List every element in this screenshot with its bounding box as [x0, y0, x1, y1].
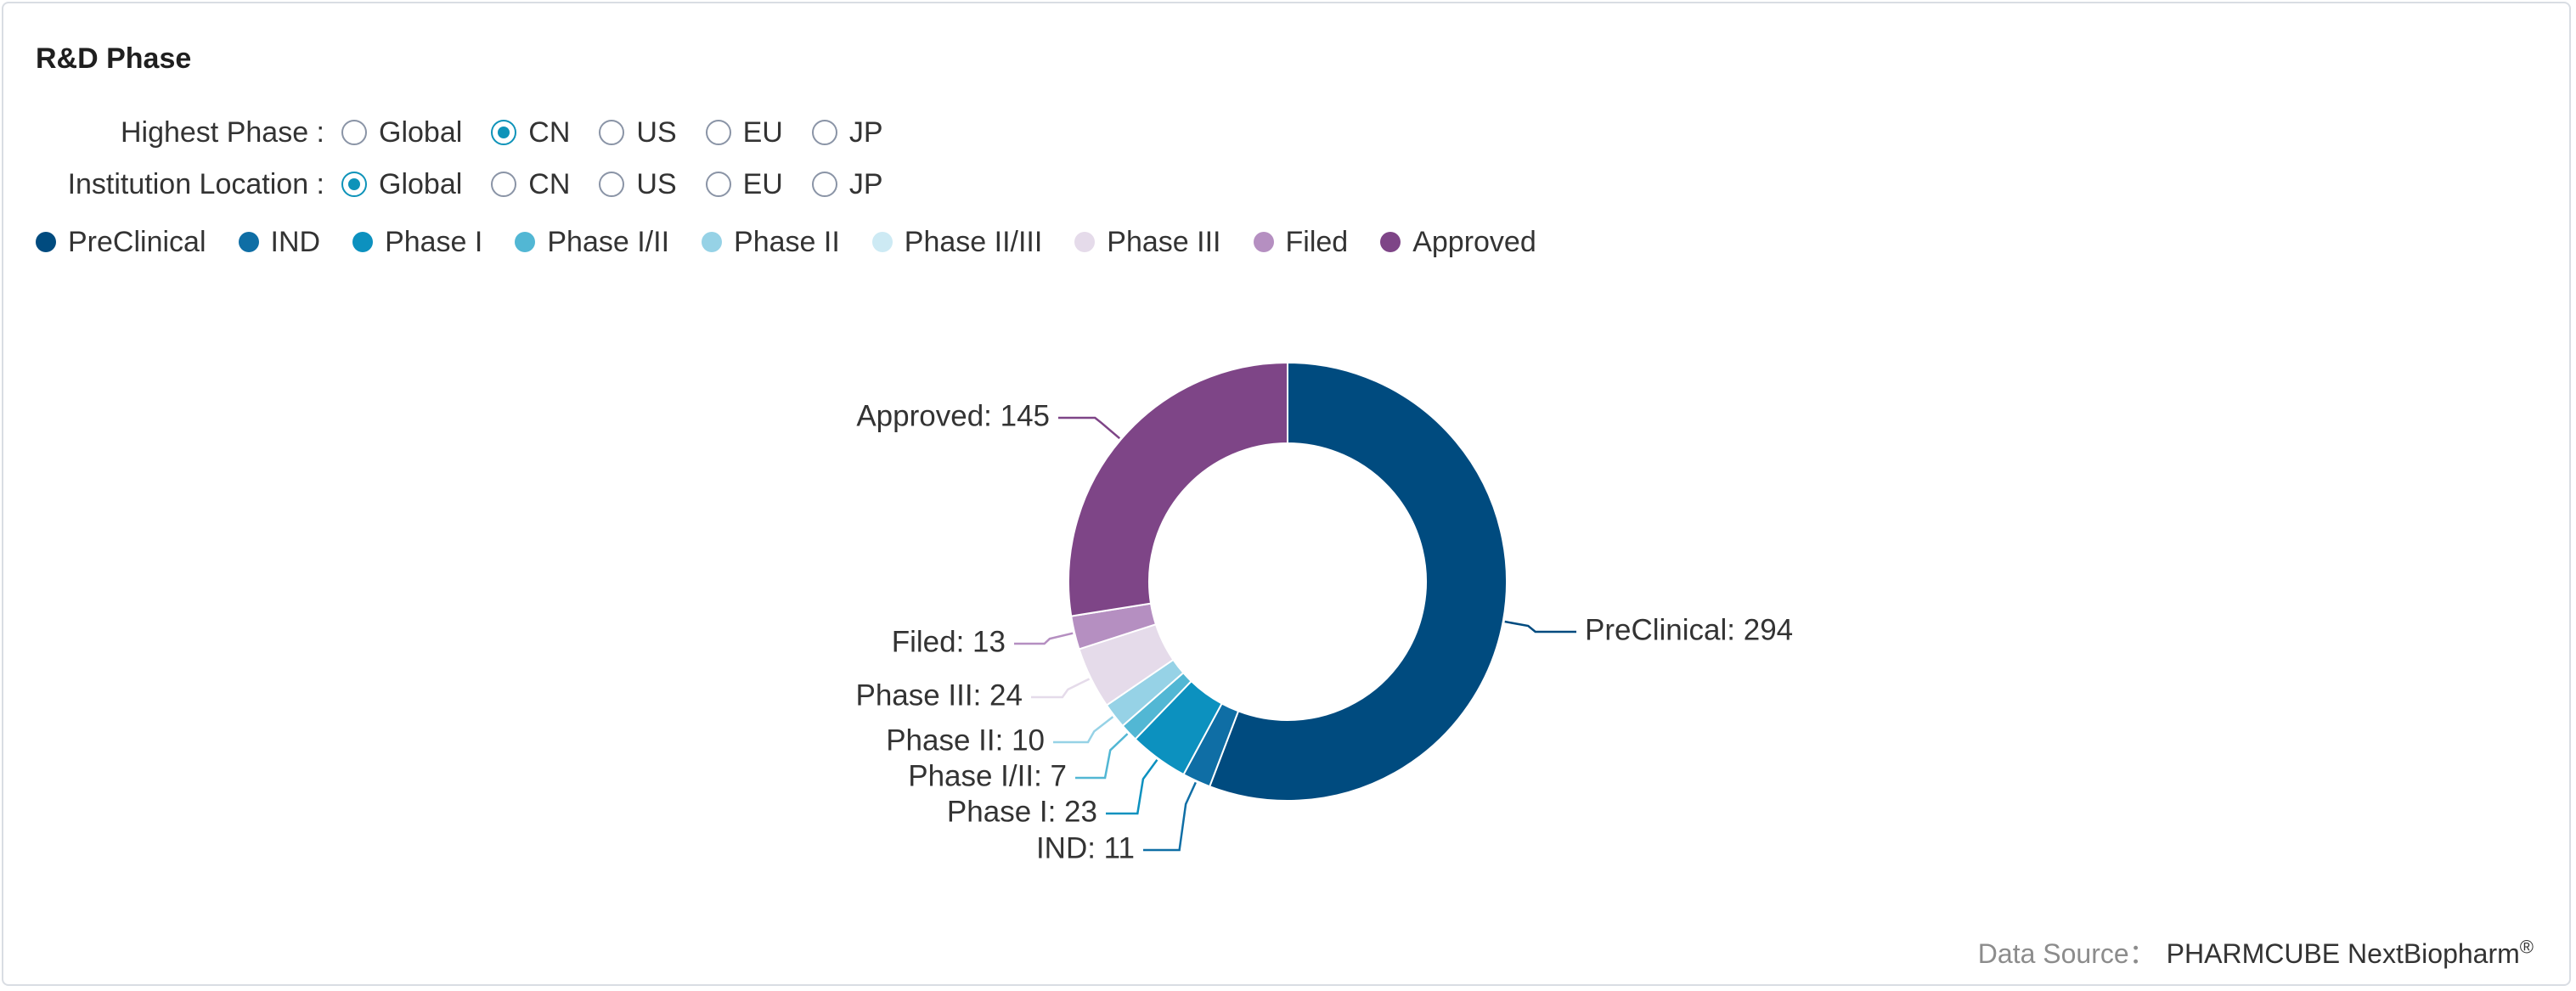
radio-label: EU: [742, 167, 783, 200]
radio-label: Global: [379, 167, 463, 200]
slice-preclinical[interactable]: [1208, 361, 1508, 802]
registered-mark: ®: [2519, 936, 2534, 958]
data-label-filed: Filed: 13: [892, 625, 1006, 658]
legend-item-phase-iii[interactable]: Phase III: [1074, 225, 1221, 259]
radio-label: US: [636, 115, 677, 149]
institution-location-option-eu[interactable]: EU: [705, 167, 783, 201]
radio-icon[interactable]: [705, 120, 731, 145]
legend-label: Approved: [1412, 225, 1536, 258]
slice-approved[interactable]: [1068, 361, 1288, 617]
data-label-preclinical: PreClinical: 294: [1585, 613, 1793, 646]
label-line-phase-i: [1106, 759, 1158, 815]
legend-dot-icon: [871, 232, 893, 252]
radio-icon[interactable]: [705, 172, 731, 197]
institution-location-radio-group: Global CN US EU JP: [341, 168, 912, 201]
legend-label: IND: [270, 225, 321, 258]
radio-label: EU: [742, 115, 783, 149]
legend-item-phase-i-ii[interactable]: Phase I/II: [515, 226, 669, 259]
institution-location-option-global[interactable]: Global: [341, 168, 462, 201]
legend-item-phase-ii-iii[interactable]: Phase II/III: [871, 225, 1043, 259]
data-label-phase-iii: Phase III: 24: [855, 678, 1023, 712]
radio-label: JP: [848, 115, 883, 149]
legend-item-phase-i[interactable]: Phase I: [352, 226, 482, 259]
radio-label: CN: [528, 167, 571, 200]
legend-item-ind[interactable]: IND: [238, 225, 321, 259]
legend-label: PreClinical: [68, 225, 206, 258]
legend-label: Filed: [1285, 225, 1349, 258]
radio-icon[interactable]: [599, 120, 625, 145]
label-line-filed: [1014, 632, 1074, 645]
filter-label-highest-phase: Highest Phase :: [120, 115, 324, 149]
label-line-phase-ii: [1053, 716, 1114, 744]
highest-phase-option-us[interactable]: US: [599, 115, 677, 149]
label-line-phase-i-ii: [1075, 733, 1129, 780]
label-line-approved: [1058, 416, 1121, 440]
institution-location-option-cn[interactable]: CN: [491, 168, 570, 201]
data-label-phase-i: Phase I: 23: [947, 795, 1097, 828]
highest-phase-option-eu[interactable]: EU: [705, 115, 783, 149]
institution-location-option-us[interactable]: US: [599, 167, 677, 201]
label-line-preclinical: [1504, 620, 1576, 633]
radio-label: JP: [848, 167, 883, 200]
data-label-phase-i-ii: Phase I/II: 7: [908, 759, 1067, 792]
legend-dot-icon: [515, 232, 536, 252]
institution-location-option-jp[interactable]: JP: [811, 167, 883, 201]
highest-phase-radio-group: Global CN US EU JP: [341, 116, 912, 149]
filter-institution-location: Institution Location : Global CN US EU J…: [3, 163, 912, 206]
data-label-ind: IND: 11: [1036, 831, 1135, 864]
legend-label: Phase III: [1107, 225, 1221, 258]
panel-title: R&D Phase: [36, 42, 192, 75]
radio-label: Global: [379, 115, 463, 149]
label-line-phase-iii: [1031, 678, 1091, 699]
legend-dot-icon: [1380, 232, 1401, 252]
label-line-ind: [1143, 781, 1197, 852]
data-source-brand: PHARMCUBE NextBiopharm: [2166, 938, 2520, 969]
legend-item-approved[interactable]: Approved: [1380, 226, 1536, 259]
legend-dot-icon: [1253, 232, 1274, 252]
filter-label-institution-location: Institution Location :: [67, 167, 324, 200]
radio-icon[interactable]: [811, 120, 837, 145]
legend-label: Phase II/III: [904, 225, 1043, 258]
radio-label: CN: [528, 115, 571, 149]
data-label-approved: Approved: 145: [856, 399, 1050, 432]
chart-legend: PreClinical IND Phase I Phase I/II Phase II P…: [36, 221, 1569, 263]
legend-label: Phase I/II: [547, 225, 670, 258]
legend-item-filed[interactable]: Filed: [1253, 225, 1349, 259]
radio-checked-icon[interactable]: [341, 172, 367, 197]
data-source: Data Source： PHARMCUBE NextBiopharm®: [1978, 932, 2534, 971]
filter-highest-phase: Highest Phase : Global CN US EU JP: [3, 111, 912, 154]
radio-icon[interactable]: [341, 120, 367, 145]
legend-label: Phase I: [385, 225, 483, 258]
data-label-phase-ii: Phase II: 10: [886, 724, 1045, 757]
data-source-label: Data Source：: [1977, 938, 2156, 969]
highest-phase-option-global[interactable]: Global: [341, 116, 462, 149]
radio-icon[interactable]: [599, 172, 625, 197]
legend-dot-icon: [352, 232, 374, 252]
legend-dot-icon: [238, 232, 259, 252]
highest-phase-option-jp[interactable]: JP: [811, 115, 883, 149]
radio-label: US: [636, 167, 677, 200]
radio-icon[interactable]: [491, 172, 517, 197]
legend-dot-icon: [1074, 232, 1096, 252]
legend-label: Phase II: [734, 225, 840, 258]
legend-item-preclinical[interactable]: PreClinical: [36, 226, 206, 259]
legend-dot-icon: [702, 232, 723, 252]
legend-item-phase-ii[interactable]: Phase II: [702, 226, 840, 259]
legend-dot-icon: [36, 232, 56, 252]
radio-icon[interactable]: [811, 172, 837, 197]
radio-checked-icon[interactable]: [491, 120, 517, 145]
highest-phase-option-cn[interactable]: CN: [491, 116, 570, 149]
